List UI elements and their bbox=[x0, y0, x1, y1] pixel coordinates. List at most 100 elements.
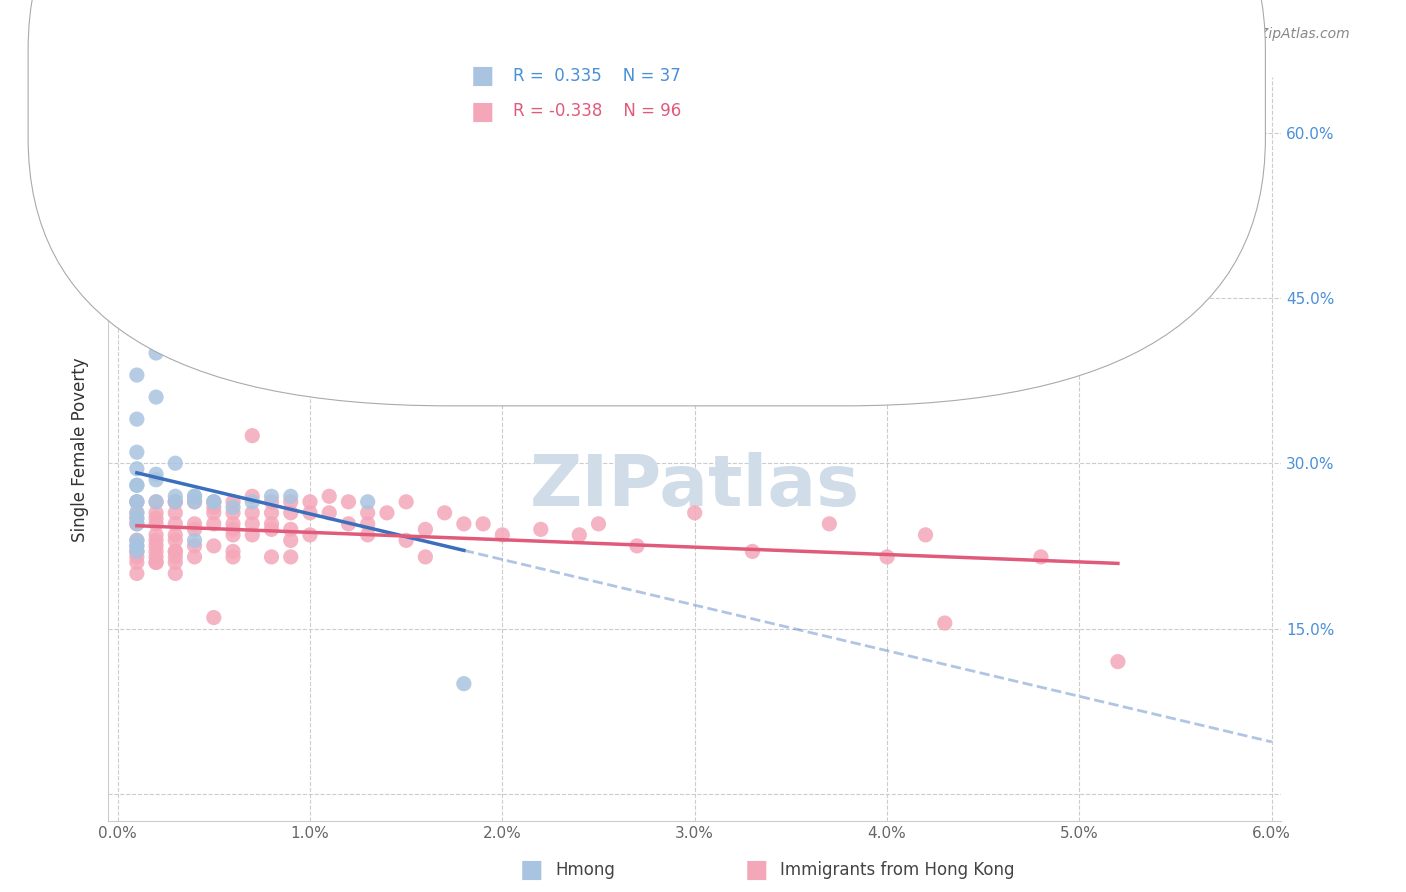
Text: ■: ■ bbox=[520, 858, 544, 881]
Point bbox=[125, 533, 148, 548]
Point bbox=[183, 516, 205, 531]
Point bbox=[1029, 549, 1052, 564]
Point bbox=[222, 516, 245, 531]
Point bbox=[202, 539, 225, 553]
Point bbox=[337, 495, 360, 509]
Point bbox=[222, 549, 245, 564]
Point bbox=[145, 506, 167, 520]
Point bbox=[125, 368, 148, 382]
Point bbox=[453, 516, 475, 531]
Point bbox=[125, 495, 148, 509]
Point bbox=[145, 556, 167, 570]
Point bbox=[165, 544, 187, 558]
Point bbox=[260, 489, 283, 503]
Text: Immigrants from Hong Kong: Immigrants from Hong Kong bbox=[780, 861, 1015, 879]
Point bbox=[280, 522, 302, 536]
Point bbox=[433, 506, 456, 520]
Point bbox=[165, 566, 187, 581]
Point bbox=[472, 516, 495, 531]
Point bbox=[165, 495, 187, 509]
Point bbox=[222, 506, 245, 520]
Point bbox=[125, 549, 148, 564]
Text: ■: ■ bbox=[745, 858, 769, 881]
Point bbox=[357, 528, 380, 542]
Point bbox=[125, 461, 148, 475]
Point bbox=[240, 489, 263, 503]
Point bbox=[165, 556, 187, 570]
Text: Source: ZipAtlas.com: Source: ZipAtlas.com bbox=[1202, 27, 1350, 41]
Point bbox=[125, 478, 148, 492]
Point bbox=[145, 556, 167, 570]
Point bbox=[240, 428, 263, 442]
Point bbox=[934, 615, 956, 630]
Point bbox=[395, 495, 418, 509]
Text: ZIPatlas: ZIPatlas bbox=[530, 452, 859, 521]
Point bbox=[145, 473, 167, 487]
Point bbox=[145, 346, 167, 360]
Point bbox=[914, 528, 936, 542]
Point bbox=[260, 495, 283, 509]
Point bbox=[395, 533, 418, 548]
Point bbox=[626, 539, 648, 553]
Point bbox=[298, 296, 321, 310]
Text: HMONG VS IMMIGRANTS FROM HONG KONG SINGLE FEMALE POVERTY CORRELATION CHART: HMONG VS IMMIGRANTS FROM HONG KONG SINGL… bbox=[56, 27, 987, 45]
Point bbox=[125, 511, 148, 525]
Point bbox=[125, 539, 148, 553]
Point bbox=[202, 495, 225, 509]
Point bbox=[145, 495, 167, 509]
Point bbox=[260, 549, 283, 564]
Point bbox=[375, 506, 398, 520]
Point bbox=[145, 390, 167, 404]
Point bbox=[145, 495, 167, 509]
Point bbox=[125, 478, 148, 492]
Point bbox=[125, 556, 148, 570]
Text: Hmong: Hmong bbox=[555, 861, 616, 879]
Point bbox=[183, 495, 205, 509]
Point bbox=[280, 506, 302, 520]
Point bbox=[125, 506, 148, 520]
Point bbox=[145, 516, 167, 531]
Point bbox=[125, 511, 148, 525]
Point bbox=[530, 522, 553, 536]
Point bbox=[145, 511, 167, 525]
Point bbox=[165, 544, 187, 558]
Point bbox=[125, 445, 148, 459]
Text: ■: ■ bbox=[471, 100, 495, 123]
Point bbox=[202, 500, 225, 515]
Point bbox=[240, 516, 263, 531]
Point bbox=[260, 516, 283, 531]
Point bbox=[165, 528, 187, 542]
Point bbox=[280, 489, 302, 503]
Point bbox=[260, 506, 283, 520]
Text: R = -0.338    N = 96: R = -0.338 N = 96 bbox=[513, 103, 682, 120]
Point bbox=[125, 544, 148, 558]
Point bbox=[298, 495, 321, 509]
Point bbox=[222, 495, 245, 509]
Point bbox=[222, 528, 245, 542]
Point bbox=[145, 467, 167, 482]
Point bbox=[568, 528, 591, 542]
Point bbox=[741, 544, 763, 558]
Point bbox=[145, 549, 167, 564]
Point bbox=[183, 489, 205, 503]
Point bbox=[222, 500, 245, 515]
Point bbox=[125, 495, 148, 509]
Point bbox=[165, 506, 187, 520]
Point bbox=[125, 495, 148, 509]
Point bbox=[125, 539, 148, 553]
Point bbox=[165, 533, 187, 548]
Point bbox=[125, 506, 148, 520]
Point bbox=[183, 495, 205, 509]
Point bbox=[125, 412, 148, 426]
Point bbox=[202, 506, 225, 520]
Point bbox=[165, 489, 187, 503]
Point bbox=[222, 544, 245, 558]
Point bbox=[318, 506, 340, 520]
Point bbox=[183, 549, 205, 564]
Point bbox=[818, 516, 841, 531]
Point bbox=[125, 516, 148, 531]
Point bbox=[202, 610, 225, 624]
Text: ■: ■ bbox=[471, 64, 495, 87]
Point bbox=[165, 495, 187, 509]
Point bbox=[183, 539, 205, 553]
